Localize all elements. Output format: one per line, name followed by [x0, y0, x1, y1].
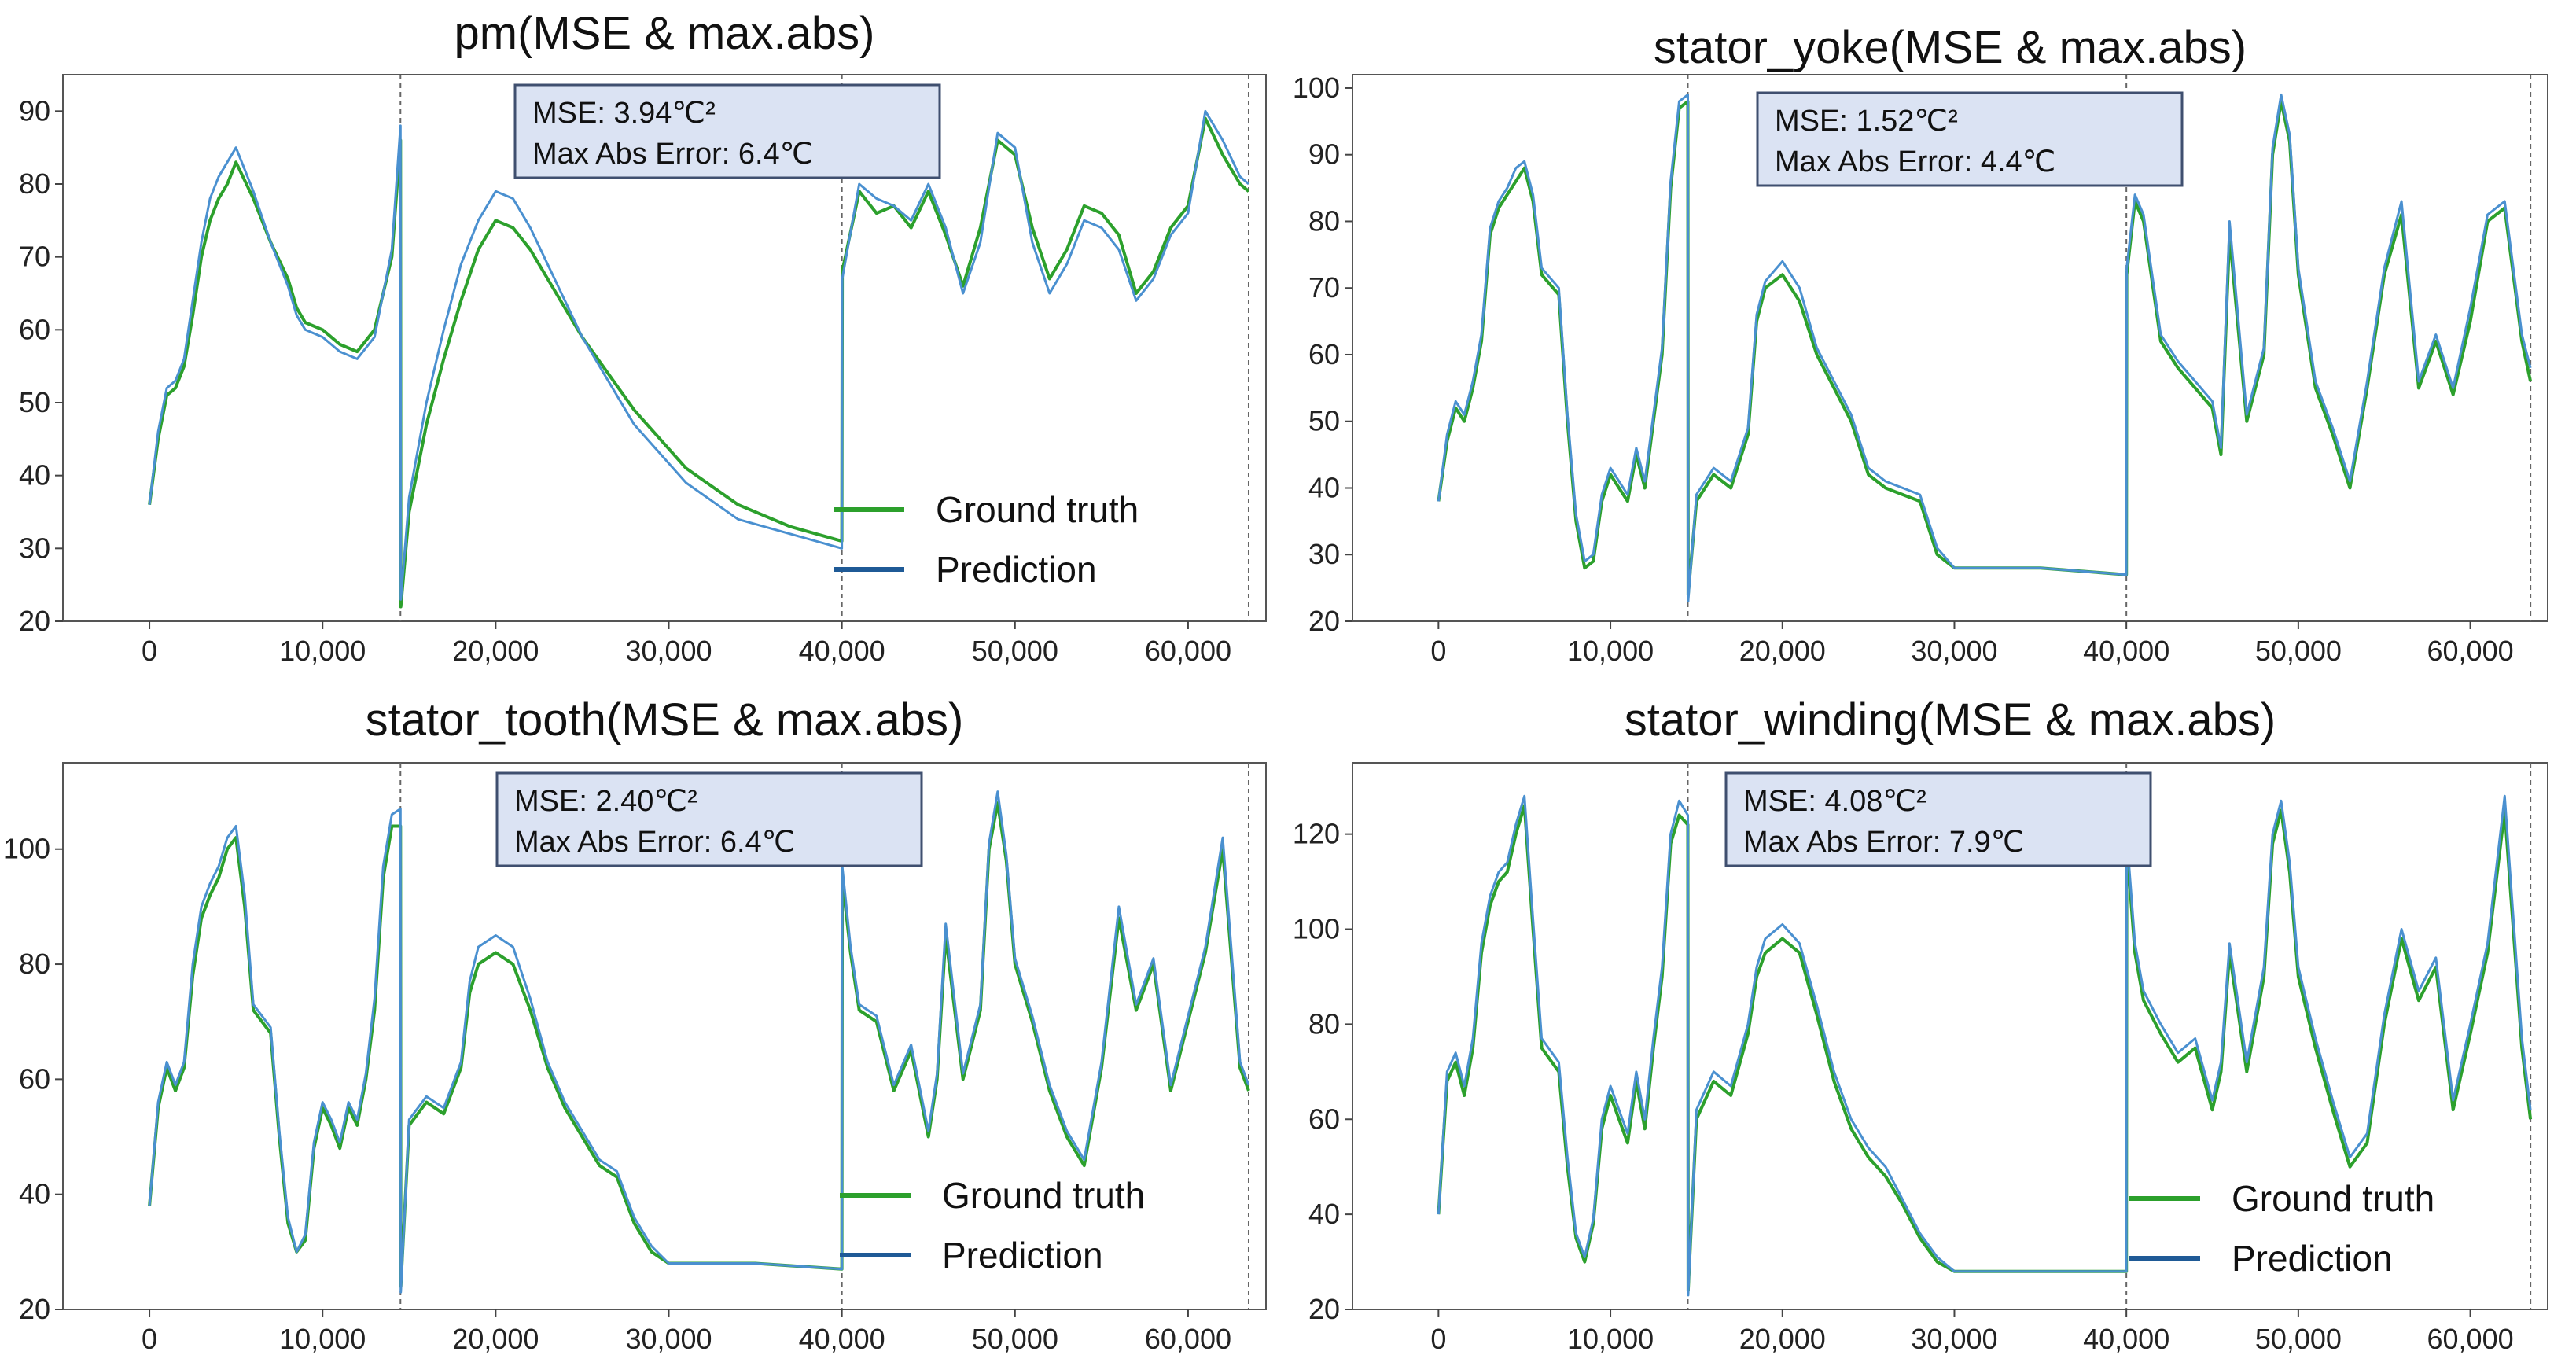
x-tick-label: 20,000 — [452, 1323, 539, 1355]
x-tick-label: 0 — [1430, 1323, 1446, 1355]
annotation-max-abs-error: Max Abs Error: 6.4℃ — [532, 138, 813, 171]
y-tick-label: 80 — [1308, 1007, 1340, 1040]
x-tick-label: 30,000 — [625, 1323, 712, 1355]
annotation-mse: MSE: 1.52℃² — [1775, 105, 1958, 138]
y-tick-label: 30 — [1308, 538, 1340, 570]
y-tick-label: 90 — [19, 94, 50, 127]
chart-panel-4: stator_winding(MSE & max.abs) 20 40 60 80 100… — [1293, 694, 2548, 1355]
y-tick-label: 20 — [19, 1293, 50, 1325]
y-tick-label: 30 — [19, 532, 50, 564]
x-tick-label: 10,000 — [1567, 635, 1654, 667]
y-tick-label: 100 — [3, 833, 50, 865]
x-tick-label: 50,000 — [2255, 1323, 2342, 1355]
series-line-ground-truth — [1437, 99, 2533, 597]
x-tick-label: 50,000 — [972, 635, 1058, 667]
x-tick-label: 40,000 — [799, 635, 885, 667]
annotation-max-abs-error: Max Abs Error: 4.4℃ — [1775, 145, 2055, 179]
x-tick-label: 30,000 — [1911, 635, 1997, 667]
y-tick-label: 60 — [19, 1062, 50, 1095]
y-tick-label: 100 — [1293, 913, 1340, 945]
x-tick-label: 50,000 — [2255, 635, 2342, 667]
x-tick-label: 0 — [142, 1323, 157, 1355]
x-tick-label: 30,000 — [625, 635, 712, 667]
annotation-box — [513, 83, 941, 179]
legend: Ground truth Prediction — [834, 489, 1139, 590]
legend-label-prediction: Prediction — [2232, 1238, 2393, 1279]
y-tick-label: 40 — [1308, 471, 1340, 503]
y-tick-label: 20 — [19, 605, 50, 637]
annotation-max-abs-error: Max Abs Error: 6.4℃ — [514, 826, 795, 859]
x-tick-label: 20,000 — [452, 635, 539, 667]
chart-title: stator_yoke(MSE & max.abs) — [1654, 22, 2247, 73]
legend-label-prediction: Prediction — [936, 549, 1097, 590]
series-line-prediction — [1437, 794, 2532, 1297]
legend-label-ground-truth: Ground truth — [942, 1175, 1145, 1216]
y-tick-label: 50 — [1308, 405, 1340, 437]
x-tick-label: 60,000 — [1145, 1323, 1231, 1355]
chart-panel-3: stator_tooth(MSE & max.abs) 20 40 60 80 100 0 1… — [3, 694, 1267, 1355]
x-tick-label: 20,000 — [1739, 1323, 1826, 1355]
series-line-prediction — [148, 109, 1249, 601]
chart-panel-2: stator_yoke(MSE & max.abs) 20 30 40 50 60 70 80… — [1293, 22, 2548, 667]
x-tick-label: 60,000 — [1145, 635, 1231, 667]
series-line-ground-truth — [148, 116, 1250, 609]
x-tick-label: 10,000 — [1567, 1323, 1654, 1355]
annotation-box — [1756, 91, 2184, 187]
annotation-mse: MSE: 2.40℃² — [514, 785, 697, 818]
y-tick-label: 20 — [1308, 605, 1340, 637]
x-tick-label: 30,000 — [1911, 1323, 1997, 1355]
x-tick-label: 60,000 — [2427, 1323, 2514, 1355]
legend-label-ground-truth: Ground truth — [936, 489, 1139, 530]
y-tick-label: 70 — [19, 241, 50, 273]
y-tick-label: 60 — [1308, 1103, 1340, 1135]
annotation-mse: MSE: 4.08℃² — [1743, 785, 1926, 818]
y-tick-label: 80 — [1308, 204, 1340, 237]
y-tick-label: 70 — [1308, 271, 1340, 304]
legend-label-prediction: Prediction — [942, 1235, 1103, 1276]
series-line-ground-truth — [1437, 804, 2533, 1292]
y-tick-label: 40 — [19, 459, 50, 492]
x-tick-label: 0 — [142, 635, 157, 667]
x-tick-label: 10,000 — [279, 1323, 366, 1355]
y-tick-label: 80 — [19, 948, 50, 980]
series-line-prediction — [1437, 93, 2532, 603]
series-line-ground-truth — [148, 801, 1250, 1288]
y-tick-label: 80 — [19, 168, 50, 200]
x-tick-label: 40,000 — [799, 1323, 885, 1355]
chart-title: stator_tooth(MSE & max.abs) — [366, 694, 964, 746]
y-tick-label: 40 — [19, 1178, 50, 1210]
y-tick-label: 60 — [19, 313, 50, 345]
chart-title: pm(MSE & max.abs) — [454, 8, 875, 59]
y-tick-label: 50 — [19, 386, 50, 418]
chart-panel-1: pm(MSE & max.abs) 20 30 40 50 60 70 80 90 0 10,000… — [19, 8, 1267, 667]
x-tick-label: 0 — [1430, 635, 1446, 667]
x-tick-label: 20,000 — [1739, 635, 1826, 667]
y-tick-label: 90 — [1308, 138, 1340, 171]
y-tick-label: 20 — [1308, 1293, 1340, 1325]
series-line-prediction — [148, 790, 1250, 1294]
x-tick-label: 40,000 — [2083, 635, 2169, 667]
annotation-max-abs-error: Max Abs Error: 7.9℃ — [1743, 826, 2024, 859]
chart-title: stator_winding(MSE & max.abs) — [1625, 694, 2276, 746]
legend-label-ground-truth: Ground truth — [2232, 1178, 2434, 1219]
x-tick-label: 60,000 — [2427, 635, 2514, 667]
y-tick-label: 60 — [1308, 338, 1340, 370]
annotation-box — [1724, 771, 2152, 867]
y-tick-label: 120 — [1293, 818, 1340, 850]
x-tick-label: 40,000 — [2083, 1323, 2169, 1355]
x-tick-label: 50,000 — [972, 1323, 1058, 1355]
legend: Ground truth Prediction — [2129, 1178, 2434, 1279]
x-tick-label: 10,000 — [279, 635, 366, 667]
annotation-box — [495, 771, 923, 867]
y-tick-label: 100 — [1293, 72, 1340, 104]
annotation-mse: MSE: 3.94℃² — [532, 97, 716, 130]
y-tick-label: 40 — [1308, 1198, 1340, 1230]
legend: Ground truth Prediction — [840, 1175, 1145, 1276]
